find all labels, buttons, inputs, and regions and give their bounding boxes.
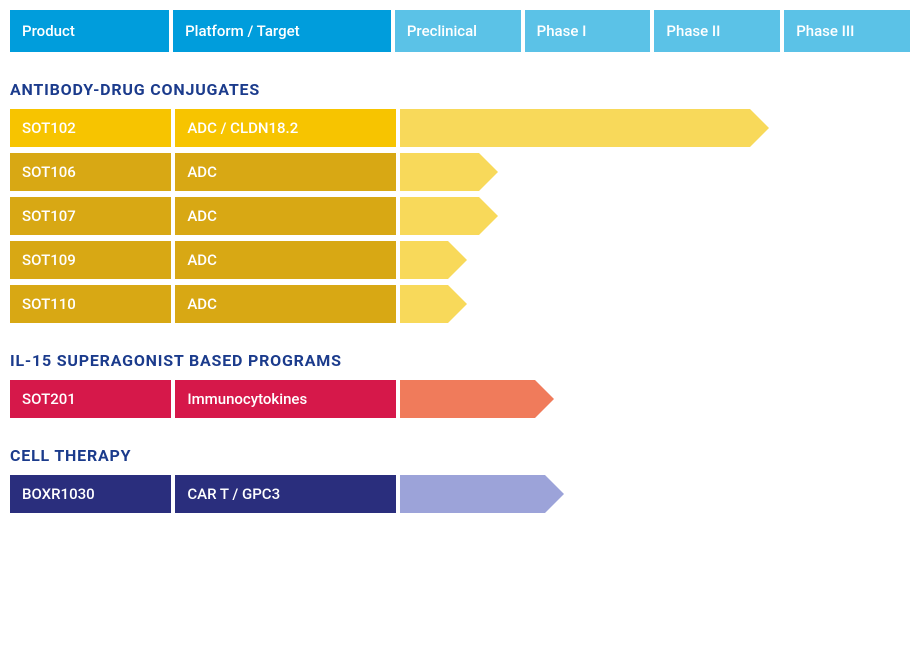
product-cell: SOT109 [10,241,171,279]
product-label: SOT110 [22,295,76,313]
platform-label: ADC [187,251,217,269]
section: ANTIBODY-DRUG CONJUGATES SOT102 ADC / CLDN… [10,80,910,323]
progress-arrow-body [400,285,448,323]
progress-arrow-head [545,475,564,513]
progress-arrow-body [400,109,750,147]
header-col-3: Phase I [525,10,651,52]
header-label: Phase III [796,22,854,40]
header-col-4: Phase II [654,10,780,52]
platform-label: ADC [187,163,217,181]
progress-arrow-head [448,241,467,279]
progress-arrow-head [750,109,769,147]
product-label: SOT107 [22,207,76,225]
header-col-0: Product [10,10,169,52]
header-label: Phase II [666,22,720,40]
platform-cell: ADC [175,197,396,235]
header-label: Preclinical [407,22,477,40]
header-col-5: Phase III [784,10,910,52]
pipeline-row: SOT102 ADC / CLDN18.2 [10,109,910,147]
pipeline-row: SOT201 Immunocytokines [10,380,910,418]
product-cell: SOT201 [10,380,171,418]
progress-arrow [400,241,467,279]
platform-label: ADC / CLDN18.2 [187,119,298,137]
pipeline-row: BOXR1030 CAR T / GPC3 [10,475,910,513]
product-cell: SOT106 [10,153,171,191]
phase-progress-area [400,197,910,235]
header-label: Product [22,22,75,40]
product-cell: SOT110 [10,285,171,323]
progress-arrow-head [448,285,467,323]
progress-arrow-head [479,153,498,191]
platform-cell: ADC / CLDN18.2 [175,109,396,147]
section-title: ANTIBODY-DRUG CONJUGATES [10,80,910,99]
product-label: SOT109 [22,251,76,269]
section-title: IL-15 SUPERAGONIST BASED PROGRAMS [10,351,910,370]
pipeline-chart: Product Platform / Target Preclinical Phase… [10,10,910,513]
product-label: SOT102 [22,119,76,137]
section: IL-15 SUPERAGONIST BASED PROGRAMS SOT201 I… [10,351,910,418]
progress-arrow [400,380,554,418]
product-cell: BOXR1030 [10,475,171,513]
platform-cell: ADC [175,241,396,279]
header-label: Phase I [537,22,587,40]
header-label: Platform / Target [185,22,300,40]
product-cell: SOT102 [10,109,171,147]
platform-label: Immunocytokines [187,390,307,408]
progress-arrow-head [535,380,554,418]
phase-progress-area [400,475,910,513]
platform-cell: ADC [175,285,396,323]
pipeline-row: SOT107 ADC [10,197,910,235]
phase-progress-area [400,153,910,191]
product-cell: SOT107 [10,197,171,235]
pipeline-row: SOT106 ADC [10,153,910,191]
section-title: CELL THERAPY [10,446,910,465]
phase-progress-area [400,241,910,279]
progress-arrow-body [400,153,478,191]
progress-arrow-head [479,197,498,235]
phase-progress-area [400,109,910,147]
pipeline-row: SOT109 ADC [10,241,910,279]
platform-cell: Immunocytokines [175,380,396,418]
phase-progress-area [400,380,910,418]
progress-arrow [400,197,497,235]
platform-label: ADC [187,207,217,225]
product-label: SOT106 [22,163,76,181]
platform-cell: ADC [175,153,396,191]
platform-label: CAR T / GPC3 [187,485,280,503]
platform-label: ADC [187,295,217,313]
pipeline-row: SOT110 ADC [10,285,910,323]
progress-arrow-body [400,475,545,513]
product-label: SOT201 [22,390,76,408]
header-row: Product Platform / Target Preclinical Phase… [10,10,910,52]
progress-arrow [400,153,497,191]
header-col-2: Preclinical [395,10,521,52]
section: CELL THERAPY BOXR1030 CAR T / GPC3 [10,446,910,513]
product-label: BOXR1030 [22,485,95,503]
progress-arrow-body [400,197,478,235]
progress-arrow [400,475,564,513]
platform-cell: CAR T / GPC3 [175,475,396,513]
progress-arrow-body [400,241,448,279]
progress-arrow [400,285,467,323]
progress-arrow [400,109,769,147]
phase-progress-area [400,285,910,323]
progress-arrow-body [400,380,535,418]
header-col-1: Platform / Target [173,10,391,52]
